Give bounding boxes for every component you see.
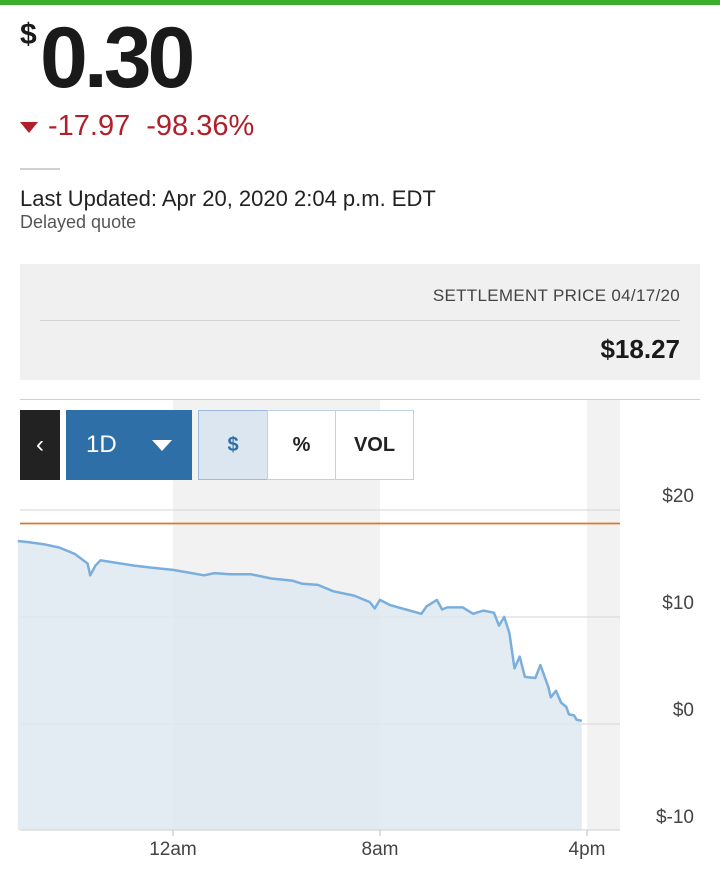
y-tick-label: $0 — [673, 700, 694, 721]
delayed-quote-note: Delayed quote — [20, 212, 137, 232]
change-percent: -98.36% — [146, 109, 255, 142]
view-percent-button[interactable]: % — [267, 410, 336, 480]
chevron-left-icon: ‹ — [36, 431, 44, 458]
price-value: 0.30 — [40, 10, 195, 106]
settlement-panel: SETTLEMENT PRICE 04/17/20 $18.27 — [20, 264, 700, 380]
settlement-value: $18.27 — [600, 334, 680, 364]
view-dollar-button[interactable]: $ — [198, 410, 268, 480]
x-tick-label: 12am — [149, 839, 197, 860]
last-updated: Last Updated: Apr 20, 2020 2:04 p.m. EDT — [20, 186, 436, 211]
section-divider — [20, 399, 700, 400]
settlement-label: SETTLEMENT PRICE 04/17/20 — [432, 286, 680, 305]
view-volume-button[interactable]: VOL — [335, 410, 414, 480]
y-tick-label: $20 — [662, 486, 694, 507]
series-line — [17, 539, 583, 723]
change-amount: -17.97 — [48, 109, 131, 142]
price-change: -17.97 -98.36% — [20, 108, 254, 144]
currency-symbol: $ — [20, 18, 37, 51]
series-area — [17, 541, 582, 830]
x-tick-label: 8am — [362, 839, 399, 860]
y-tick-label: $10 — [662, 593, 694, 614]
settlement-divider — [40, 320, 680, 321]
y-tick-label: $-10 — [656, 807, 694, 828]
down-arrow-icon — [20, 121, 38, 133]
x-tick-label: 4pm — [569, 839, 606, 860]
period-dropdown[interactable]: 1D — [66, 410, 192, 480]
back-button[interactable]: ‹ — [20, 410, 60, 480]
chevron-down-icon — [152, 440, 172, 451]
period-label: 1D — [86, 431, 117, 458]
top-accent-bar — [0, 0, 720, 5]
session-shade — [587, 400, 620, 830]
divider — [20, 168, 60, 170]
